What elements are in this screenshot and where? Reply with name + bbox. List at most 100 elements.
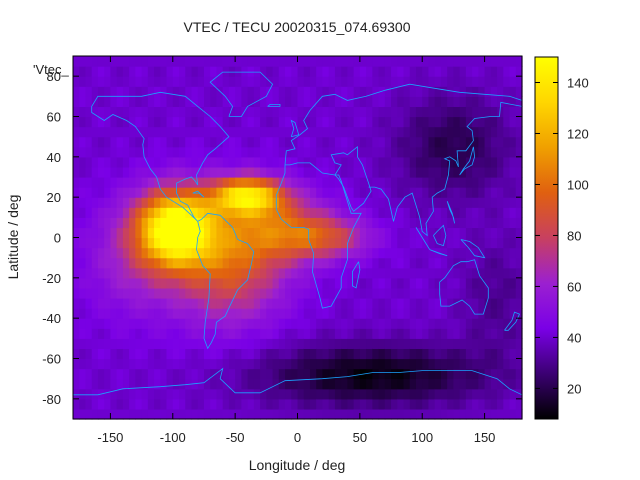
heatmap-cell bbox=[241, 76, 249, 87]
heatmap-cell bbox=[285, 197, 292, 208]
heatmap-cell bbox=[197, 106, 205, 118]
heatmap-cell bbox=[179, 388, 186, 400]
heatmap-cell bbox=[291, 227, 299, 239]
heatmap-cell bbox=[322, 368, 330, 380]
heatmap-cell bbox=[216, 116, 224, 128]
heatmap-cell bbox=[341, 368, 348, 380]
heatmap-cell bbox=[478, 388, 486, 400]
heatmap-cell bbox=[85, 136, 93, 148]
heatmap-cell bbox=[91, 106, 99, 118]
heatmap-cell bbox=[409, 368, 417, 380]
heatmap-cell bbox=[122, 76, 130, 87]
heatmap-cell bbox=[497, 348, 504, 360]
heatmap-cell bbox=[272, 207, 280, 218]
heatmap-cell bbox=[472, 207, 479, 218]
heatmap-cell bbox=[116, 328, 124, 339]
heatmap-cell bbox=[447, 267, 455, 279]
heatmap-cell bbox=[247, 126, 255, 138]
heatmap-cell bbox=[515, 217, 523, 229]
heatmap-cell bbox=[73, 146, 80, 158]
heatmap-cell bbox=[303, 217, 311, 229]
heatmap-cell bbox=[253, 66, 261, 77]
heatmap-cell bbox=[228, 287, 236, 299]
heatmap-cell bbox=[359, 277, 367, 289]
heatmap-cell bbox=[203, 197, 211, 208]
heatmap-cell bbox=[104, 388, 112, 400]
heatmap-cell bbox=[366, 227, 373, 239]
heatmap-cell bbox=[166, 378, 174, 390]
heatmap-cell bbox=[104, 217, 112, 229]
heatmap-cell bbox=[341, 197, 348, 208]
heatmap-cell bbox=[309, 76, 317, 87]
heatmap-cell bbox=[122, 368, 130, 380]
heatmap-cell bbox=[465, 207, 473, 218]
heatmap-cell bbox=[453, 96, 461, 108]
heatmap-cell bbox=[135, 146, 143, 158]
heatmap-cell bbox=[122, 358, 130, 370]
heatmap-cell bbox=[484, 187, 492, 198]
heatmap-cell bbox=[403, 408, 411, 420]
heatmap-cell bbox=[91, 348, 99, 360]
heatmap-cell bbox=[266, 378, 274, 390]
heatmap-cell bbox=[509, 338, 517, 350]
heatmap-cell bbox=[166, 177, 174, 188]
heatmap-cell bbox=[372, 116, 380, 128]
heatmap-cell bbox=[440, 398, 448, 410]
heatmap-cell bbox=[378, 328, 386, 339]
heatmap-cell bbox=[166, 187, 174, 198]
heatmap-cell bbox=[228, 257, 236, 269]
heatmap-cell bbox=[285, 86, 292, 97]
heatmap-cell bbox=[509, 146, 517, 158]
heatmap-cell bbox=[309, 156, 317, 168]
heatmap-cell bbox=[97, 408, 105, 420]
heatmap-cell bbox=[434, 277, 442, 289]
heatmap-cell bbox=[260, 166, 267, 178]
heatmap-cell bbox=[266, 398, 274, 410]
heatmap-cell bbox=[179, 398, 186, 410]
heatmap-cell bbox=[428, 247, 436, 259]
heatmap-cell bbox=[378, 257, 386, 269]
heatmap-cell bbox=[97, 156, 105, 168]
heatmap-cell bbox=[359, 338, 367, 350]
heatmap-cell bbox=[129, 328, 136, 339]
heatmap-cell bbox=[79, 408, 87, 420]
heatmap-cell bbox=[154, 308, 161, 319]
heatmap-cell bbox=[397, 408, 405, 420]
heatmap-cell bbox=[303, 308, 311, 319]
heatmap-cell bbox=[172, 368, 180, 380]
heatmap-cell bbox=[235, 227, 242, 239]
heatmap-cell bbox=[434, 177, 442, 188]
heatmap-cell bbox=[147, 398, 155, 410]
heatmap-cell bbox=[403, 338, 411, 350]
heatmap-cell bbox=[316, 86, 324, 97]
heatmap-cell bbox=[179, 328, 186, 339]
heatmap-cell bbox=[291, 56, 299, 67]
heatmap-cell bbox=[347, 388, 355, 400]
heatmap-cell bbox=[447, 287, 455, 299]
heatmap-cell bbox=[515, 237, 523, 249]
heatmap-cell bbox=[278, 197, 286, 208]
heatmap-cell bbox=[391, 96, 398, 108]
heatmap-cell bbox=[160, 166, 168, 178]
heatmap-cell bbox=[185, 156, 193, 168]
heatmap-cell bbox=[359, 298, 367, 309]
heatmap-cell bbox=[260, 237, 267, 249]
heatmap-cell bbox=[73, 106, 80, 118]
heatmap-cell bbox=[197, 66, 205, 77]
heatmap-cell bbox=[185, 257, 193, 269]
heatmap-cell bbox=[341, 277, 348, 289]
heatmap-cell bbox=[366, 408, 373, 420]
heatmap-cell bbox=[359, 66, 367, 77]
heatmap-cell bbox=[266, 227, 274, 239]
heatmap-cell bbox=[434, 378, 442, 390]
heatmap-cell bbox=[347, 106, 355, 118]
heatmap-cell bbox=[222, 318, 230, 329]
heatmap-cell bbox=[328, 166, 336, 178]
heatmap-cell bbox=[129, 136, 136, 148]
heatmap-cell bbox=[235, 298, 242, 309]
heatmap-cell bbox=[366, 126, 373, 138]
heatmap-cell bbox=[384, 116, 392, 128]
heatmap-cell bbox=[372, 388, 380, 400]
heatmap-cell bbox=[397, 106, 405, 118]
heatmap-cell bbox=[110, 76, 118, 87]
